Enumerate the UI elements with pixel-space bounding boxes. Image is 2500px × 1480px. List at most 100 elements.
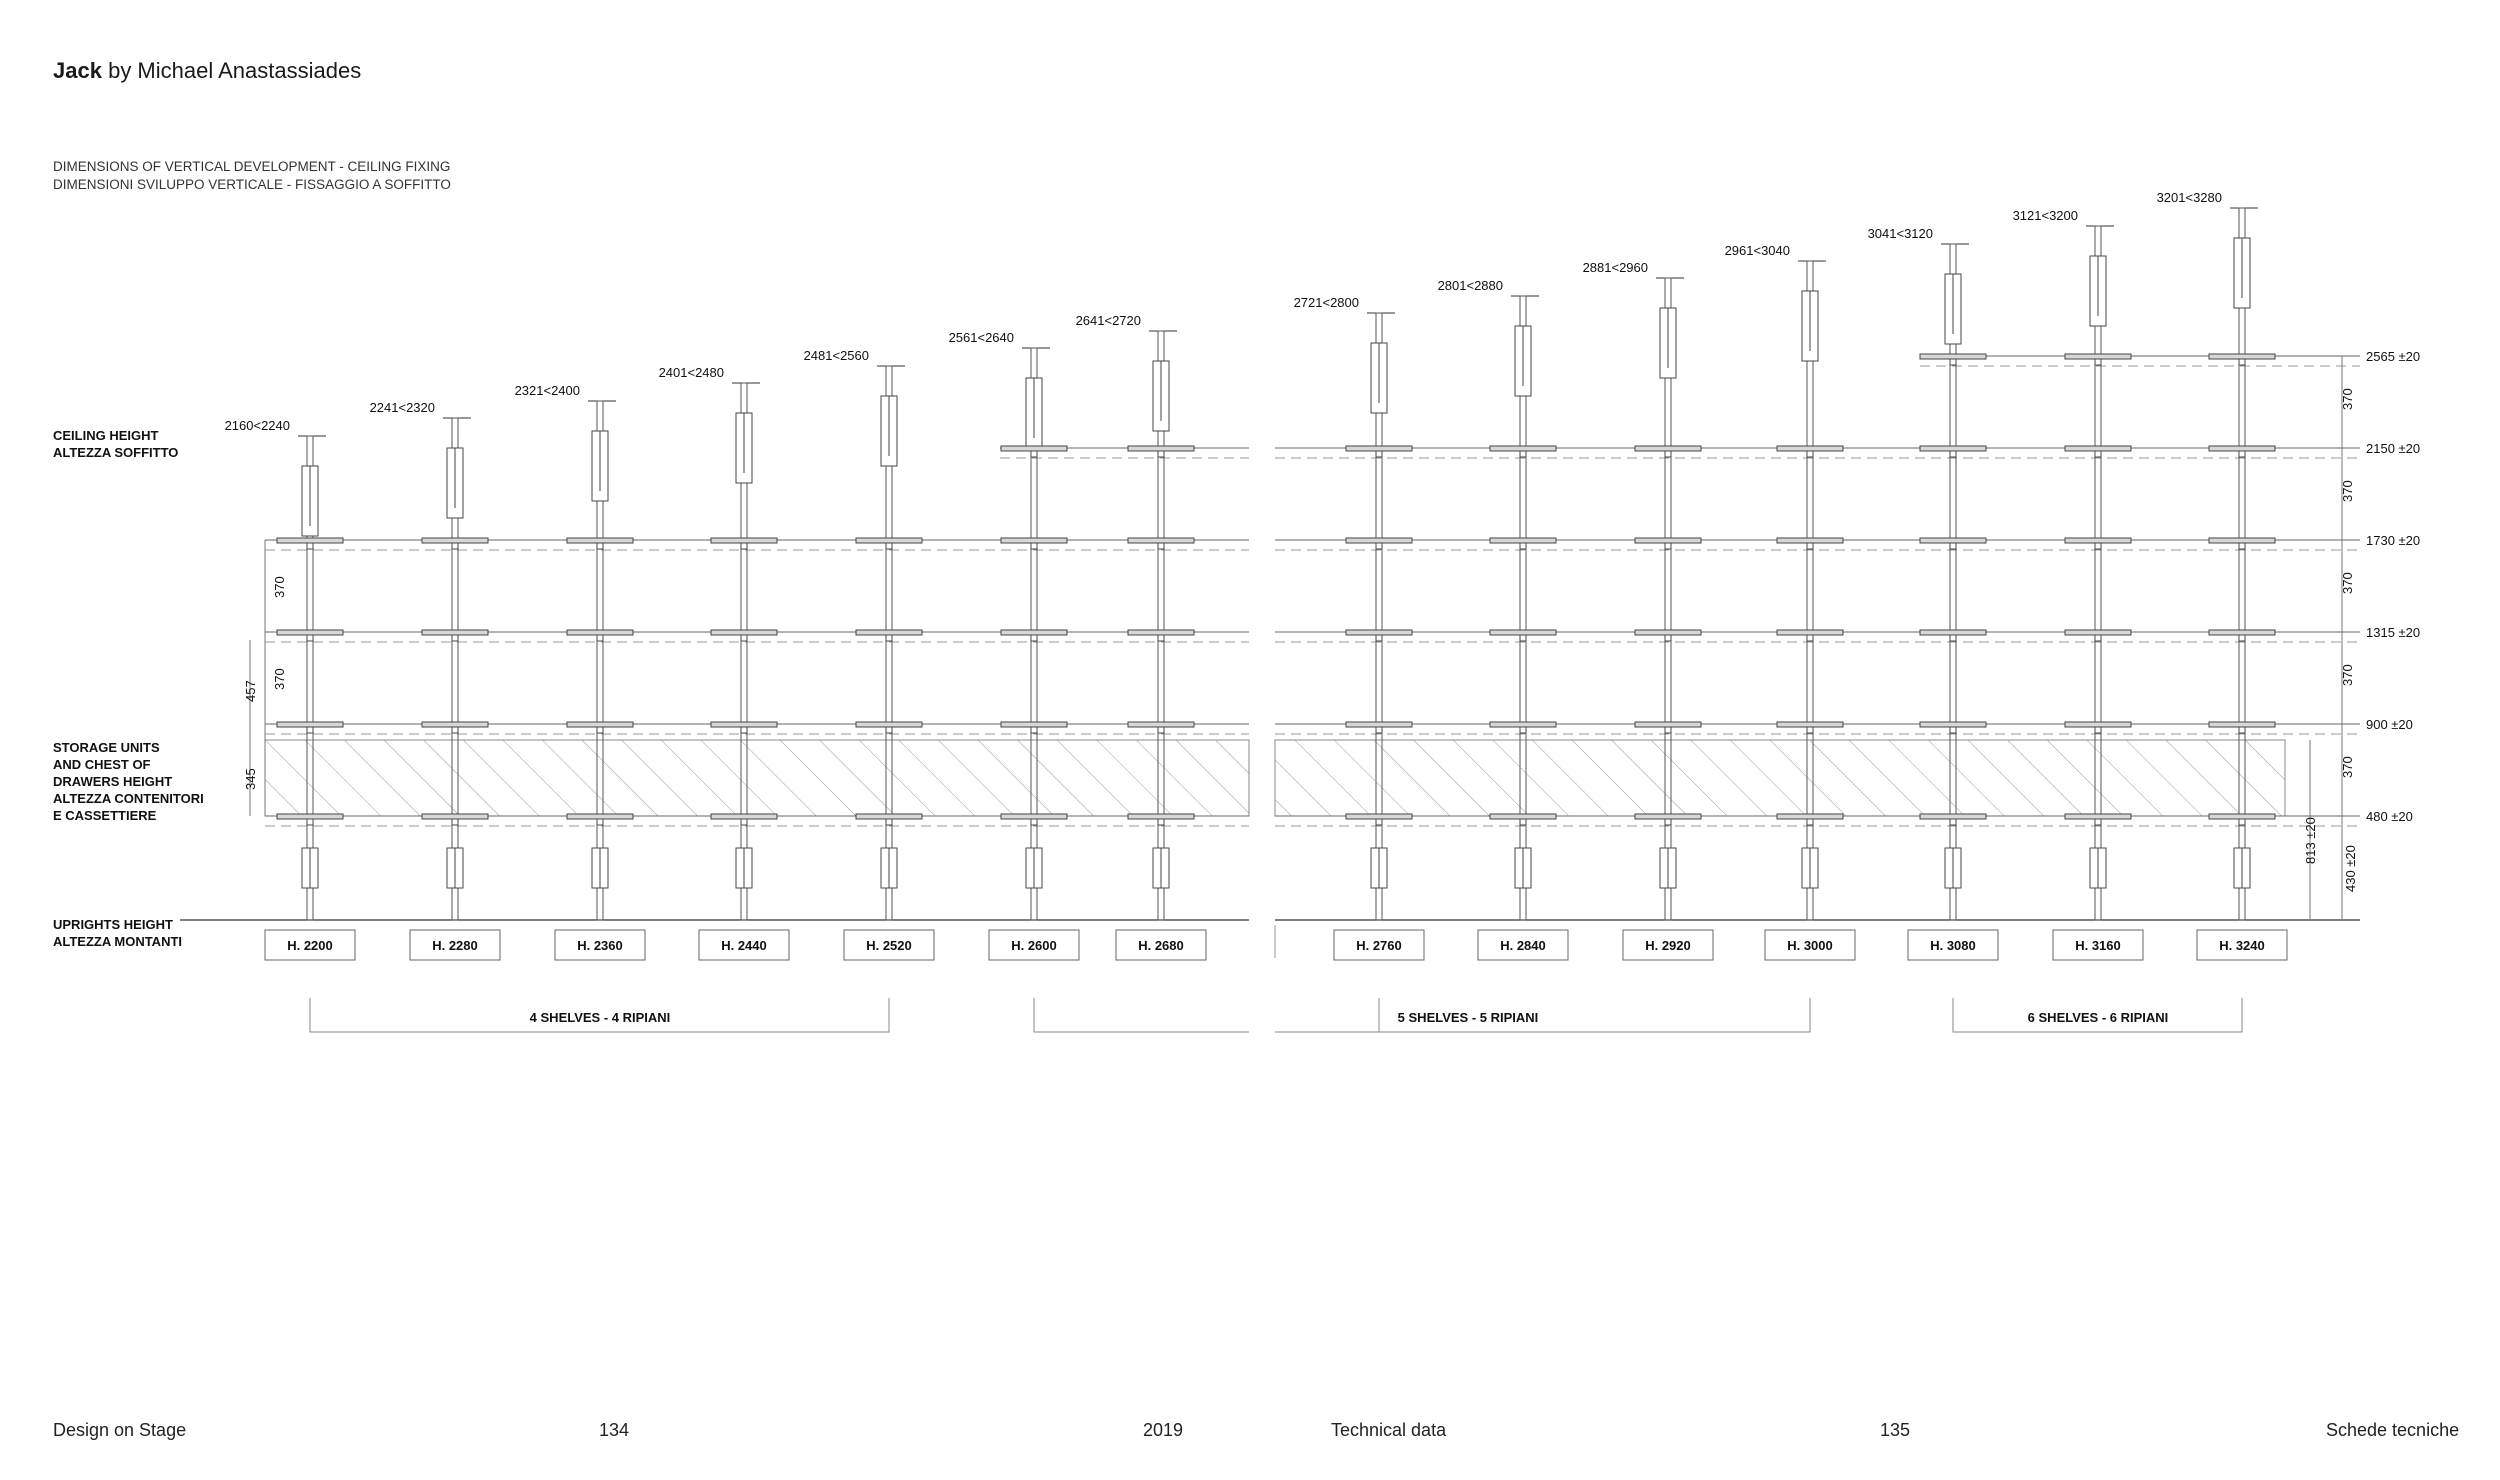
ceiling-range-label: 2241<2320 (370, 400, 435, 415)
shelf (1345, 721, 1413, 728)
shelf-bracket (1030, 450, 1038, 458)
shelf (1127, 629, 1195, 636)
title-brand: Jack (53, 58, 102, 83)
shelf (1919, 353, 1987, 360)
floor-to-first-label: 430 ±20 (2343, 845, 2358, 892)
shelf (1345, 629, 1413, 636)
upright-rod (885, 365, 893, 921)
shelf-bracket (1949, 634, 1957, 642)
shelf (1634, 721, 1702, 728)
shelf (1776, 537, 1844, 544)
shelf (1489, 721, 1557, 728)
footer-left-title: Design on Stage (53, 1420, 187, 1440)
upright-height-box (1115, 929, 1207, 961)
title-designer: by Michael Anastassiades (108, 58, 362, 83)
shelf-bracket (596, 634, 604, 642)
group-bracket (1378, 998, 1811, 1033)
shelf-bracket (2238, 634, 2246, 642)
footer-right-page-number: 135 (1880, 1420, 1911, 1440)
shelf (1634, 445, 1702, 452)
shelf (1000, 445, 1068, 452)
upright-height-box (409, 929, 501, 961)
upright-rod (596, 400, 604, 921)
upright-height-label: H. 2680 (1138, 938, 1184, 953)
ceiling-range-label: 2401<2480 (659, 365, 724, 380)
shelf (1776, 813, 1844, 820)
ceiling-range-label: 2881<2960 (1583, 260, 1648, 275)
shelf (710, 537, 778, 544)
storage-label-line5: E CASSETTIERE (53, 808, 157, 823)
shelf (1919, 445, 1987, 452)
footer-left-page-number: 134 (599, 1420, 630, 1440)
shelf (1634, 813, 1702, 820)
shelf-bracket (1664, 450, 1672, 458)
upright-height-label: H. 3240 (2219, 938, 2265, 953)
shelf (566, 537, 634, 544)
upright-height-box (2052, 929, 2144, 961)
shelf-bracket (1157, 818, 1165, 826)
left-spacing-label-2: 370 (272, 668, 287, 690)
upright-column (698, 382, 790, 961)
shelf-bracket (1949, 450, 1957, 458)
group-bracket-continuation-left (1033, 998, 1249, 1033)
shelf (2208, 813, 2276, 820)
ceiling-range-label: 2481<2560 (804, 348, 869, 363)
shelf (2208, 445, 2276, 452)
group-label: 4 SHELVES - 4 RIPIANI (530, 1010, 671, 1025)
upright-column (1764, 260, 1856, 961)
upright-column (554, 400, 646, 961)
upright-rod (2238, 207, 2246, 921)
shelf-bracket (451, 542, 459, 550)
group-label: 6 SHELVES - 6 RIPIANI (2028, 1010, 2169, 1025)
shelf-bracket (1664, 726, 1672, 734)
shelf-bracket (740, 818, 748, 826)
shelf (2064, 445, 2132, 452)
ceiling-range-label: 2160<2240 (225, 418, 290, 433)
page-title: Jack by Michael Anastassiades (53, 58, 361, 84)
shelf (1000, 629, 1068, 636)
ceiling-label-en: CEILING HEIGHT (53, 428, 159, 443)
shelf (2064, 537, 2132, 544)
shelf (2208, 721, 2276, 728)
shelf (1345, 445, 1413, 452)
shelf (855, 629, 923, 636)
storage-label-line1: STORAGE UNITS (53, 740, 160, 755)
shelf (2208, 629, 2276, 636)
upright-column (1907, 243, 1999, 961)
shelf (710, 629, 778, 636)
level-value-label: 2150 ±20 (2366, 441, 2420, 456)
shelf (1127, 445, 1195, 452)
upright-height-label: H. 3080 (1930, 938, 1976, 953)
shelf-bracket (1664, 634, 1672, 642)
ceiling-range-label: 3201<3280 (2157, 190, 2222, 205)
upright-rod (1519, 295, 1527, 921)
ceiling-range-label: 2721<2800 (1294, 295, 1359, 310)
shelf-bracket (1375, 634, 1383, 642)
upright-height-label: H. 2840 (1500, 938, 1546, 953)
storage-height-label: STORAGE UNITS AND CHEST OF DRAWERS HEIGH… (53, 739, 204, 824)
shelf-bracket (885, 634, 893, 642)
shelf (1345, 813, 1413, 820)
shelf (2064, 353, 2132, 360)
storage-zone-left (264, 739, 1250, 817)
upright-rod (1375, 312, 1383, 921)
upright-height-box (1907, 929, 1999, 961)
level-value-label: 1315 ±20 (2366, 625, 2420, 640)
upright-column (2052, 225, 2144, 961)
right-spacing-label: 370 (2340, 480, 2355, 502)
shelf-bracket (2094, 634, 2102, 642)
upright-height-box (2196, 929, 2288, 961)
upright-height-label: H. 2920 (1645, 938, 1691, 953)
shelf-bracket (740, 634, 748, 642)
level-value-label: 900 ±20 (2366, 717, 2413, 732)
subtitle-italian: DIMENSIONI SVILUPPO VERTICALE - FISSAGGI… (53, 177, 451, 192)
shelf-bracket (2238, 358, 2246, 366)
shelf-bracket (2094, 818, 2102, 826)
shelf-bracket (1030, 818, 1038, 826)
upright-height-label: H. 2600 (1011, 938, 1057, 953)
shelf-bracket (596, 726, 604, 734)
uprights-label-it: ALTEZZA MONTANTI (53, 934, 183, 949)
shelf-bracket (1949, 542, 1957, 550)
upright-column (1622, 277, 1714, 961)
shelf-bracket (1157, 634, 1165, 642)
